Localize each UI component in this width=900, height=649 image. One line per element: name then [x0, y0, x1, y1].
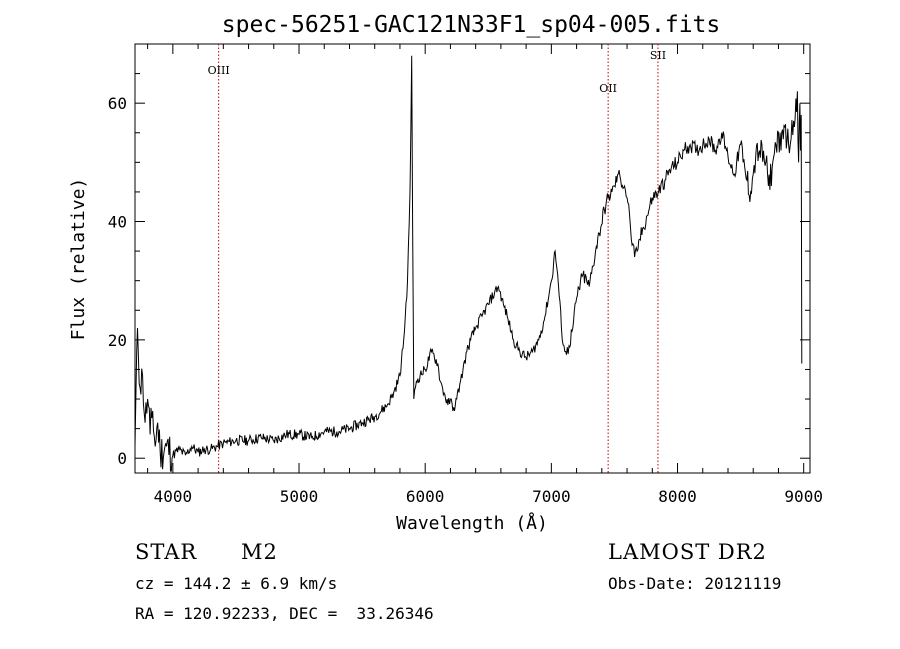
axis-ticks [135, 43, 810, 473]
y-tick-label: 40 [108, 213, 127, 232]
plot-frame [134, 43, 811, 474]
ra-dec-coordinates: RA = 120.92233, DEC = 33.26346 [135, 604, 434, 623]
y-tick-label: 20 [108, 331, 127, 350]
chart-title: spec-56251-GAC121N33F1_sp04-005.fits [222, 12, 721, 38]
y-axis-label: Flux (relative) [68, 178, 89, 341]
y-tick-label: 60 [108, 94, 127, 113]
tick-labels: 4000 5000 6000 7000 8000 9000 0 20 40 60 [108, 94, 823, 506]
annotation-label: SII [650, 49, 666, 62]
x-tick-label: 6000 [406, 487, 445, 506]
observation-date: Obs-Date: 20121119 [608, 574, 782, 593]
x-tick-label: 5000 [280, 487, 319, 506]
x-axis-label: Wavelength (Å) [396, 512, 548, 534]
x-tick-label: 9000 [784, 487, 823, 506]
x-tick-label: 7000 [532, 487, 571, 506]
object-subclass: M2 [241, 540, 278, 564]
x-tick-label: 8000 [658, 487, 697, 506]
spectrum-series-line [134, 55, 803, 472]
y-tick-label: 0 [117, 449, 127, 468]
annotation-label: OII [599, 82, 617, 95]
x-tick-label: 4000 [154, 487, 193, 506]
object-class: STAR [135, 540, 198, 564]
survey-name: LAMOST DR2 [608, 540, 767, 564]
annotation-label: OIII [208, 64, 230, 77]
line-annotations: OIII OII SII [208, 44, 666, 473]
redshift-velocity: cz = 144.2 ± 6.9 km/s [135, 574, 338, 593]
